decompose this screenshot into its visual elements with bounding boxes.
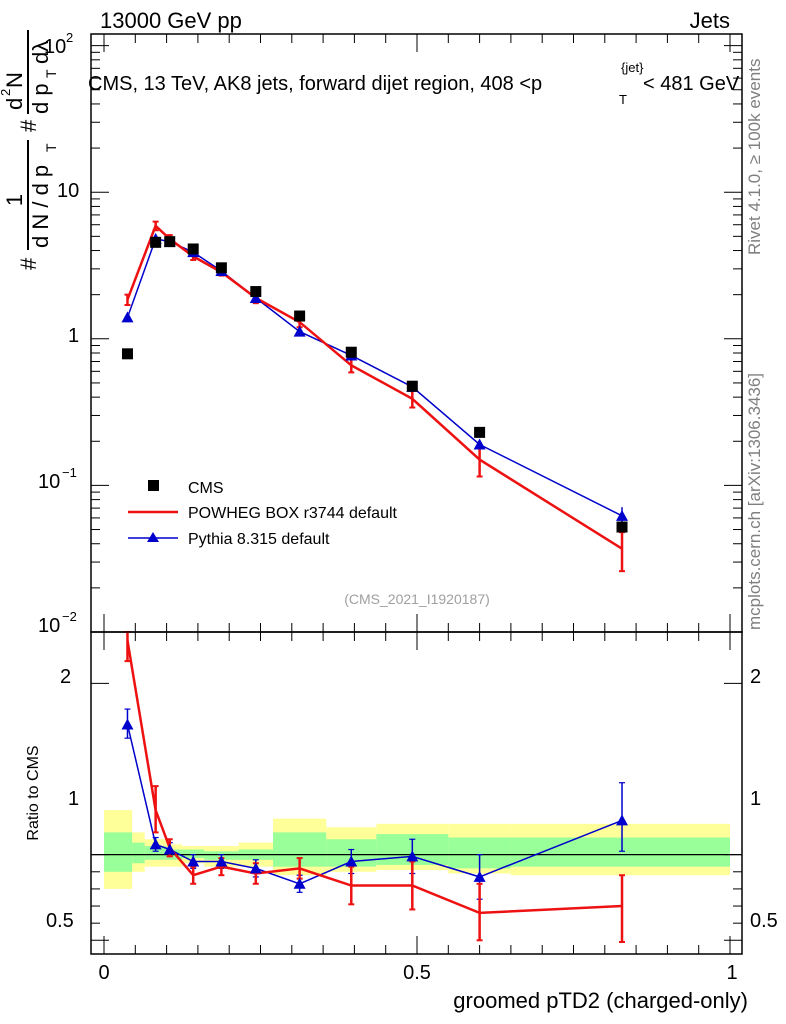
ytick-exp-1e2: 2	[66, 30, 73, 45]
ratio-pythia-point	[163, 843, 176, 855]
cms-point	[187, 243, 199, 255]
ylabel-d2n-n: N	[2, 72, 27, 88]
xtick-label-1: 1	[726, 962, 737, 984]
cms-point	[150, 236, 162, 248]
mcplots-label: mcplots.cern.ch [arXiv:1306.3436]	[745, 373, 764, 630]
main-ylabel: # 1 d N / d p T # d 2 N d p T dλ	[0, 30, 59, 270]
legend-pythia-marker	[147, 532, 159, 542]
main-ticks	[91, 34, 742, 633]
ytick-label-10: 10	[57, 180, 79, 202]
legend-cms-marker	[148, 480, 159, 491]
ratio-panel: 2 1 0.5 2 1 0.5 0 0.5 1 Ratio to CMS gro…	[25, 631, 778, 1013]
ylabel-hash-2: #	[16, 119, 41, 132]
ylabel-dp: d p	[28, 83, 53, 114]
cms-point	[345, 346, 357, 358]
ratio-pythia-point	[473, 870, 486, 882]
uncertainty-band-inner	[510, 837, 730, 867]
energy-label: 13000 GeV pp	[100, 8, 242, 33]
ratio-frame	[90, 631, 743, 955]
ratio-pythia-point	[293, 877, 306, 889]
title-sub: T	[619, 92, 627, 107]
ratio-pythia-point	[249, 862, 262, 874]
cms-point	[616, 521, 628, 533]
ratio-ytick-labels: 2 1 0.5 2 1 0.5	[46, 666, 778, 932]
ylabel-one: 1	[2, 194, 27, 206]
xtick-label-0: 0	[98, 962, 109, 984]
ytick-label-1e2: 10	[44, 36, 66, 58]
ylabel-t-1: T	[43, 143, 59, 152]
ratio-pythia-point	[406, 850, 419, 862]
main-marks	[121, 220, 629, 573]
ratio-ytick-1-right: 1	[750, 788, 761, 810]
analysis-watermark: (CMS_2021_I1920187)	[344, 591, 490, 607]
ylabel-dn: d N / d p	[28, 165, 53, 248]
ratio-ytick-2-left: 2	[60, 666, 71, 688]
cms-point	[406, 380, 418, 392]
main-ytick-labels: 10 −2 10 −1 1 10 10 2	[38, 30, 79, 637]
ylabel-d2n-two: 2	[0, 89, 13, 96]
ratio-ylabel: Ratio to CMS	[25, 745, 42, 840]
ytick-exp-1e-2: −2	[62, 609, 77, 624]
rivet-label: Rivet 4.1.0, ≥ 100k events	[745, 59, 764, 255]
ratio-pythia-point	[616, 814, 629, 826]
ratio-ytick-05-right: 0.5	[750, 910, 778, 932]
title-prefix: CMS, 13 TeV, AK8 jets, forward dijet reg…	[88, 73, 542, 95]
ratio-bands	[91, 810, 742, 889]
cms-point	[121, 348, 133, 360]
category-label: Jets	[690, 8, 730, 33]
pythia-point	[616, 509, 629, 521]
uncertainty-band-inner	[104, 832, 133, 872]
pythia-point	[293, 325, 306, 337]
ratio-ytick-1-left: 1	[68, 788, 79, 810]
ytick-exp-1e-1: −1	[62, 465, 77, 480]
cms-point	[164, 236, 176, 248]
xtick-label-05: 0.5	[403, 962, 431, 984]
legend: CMS POWHEG BOX r3744 default Pythia 8.31…	[128, 480, 398, 548]
main-panel: 10 −2 10 −1 1 10 10 2 (CMS_2021_I1920187…	[38, 30, 743, 637]
ylabel-hash-1: #	[16, 257, 41, 270]
ratio-ytick-05-left: 0.5	[46, 910, 74, 932]
cms-point	[474, 426, 486, 438]
legend-pythia-label: Pythia 8.315 default	[188, 531, 330, 548]
cms-point	[215, 262, 227, 274]
uncertainty-band-inner	[132, 842, 145, 864]
xlabel: groomed pTD2 (charged-only)	[453, 988, 748, 1013]
pythia-point	[249, 291, 262, 303]
legend-cms-label: CMS	[188, 480, 224, 497]
ratio-marks	[121, 631, 629, 944]
ylabel-dl: dλ	[28, 41, 53, 64]
ylabel-t-2: T	[43, 69, 59, 78]
ratio-xtick-labels: 0 0.5 1	[98, 962, 737, 984]
pythia-point	[121, 311, 134, 323]
uncertainty-band-inner	[182, 849, 205, 859]
ratio-pythia-point	[121, 718, 134, 730]
legend-powheg-label: POWHEG BOX r3744 default	[188, 505, 398, 522]
cms-point	[294, 310, 306, 322]
ratio-pythia-point	[187, 855, 200, 867]
powheg-line	[126, 223, 623, 550]
ylabel-d2n-d: d	[2, 98, 27, 110]
ratio-pythia-point	[215, 855, 228, 867]
ratio-ticks	[91, 632, 742, 954]
cms-point	[250, 286, 262, 298]
title-suffix: < 481 GeV	[643, 73, 740, 95]
main-title: CMS, 13 TeV, AK8 jets, forward dijet reg…	[88, 60, 740, 107]
uncertainty-band-inner	[144, 846, 167, 860]
ratio-pythia-point	[345, 855, 358, 867]
pythia-point	[473, 438, 486, 450]
ytick-label-1: 1	[68, 325, 79, 347]
title-sup: {jet}	[621, 60, 644, 75]
ratio-pythia-point	[149, 838, 162, 850]
ytick-label-1e-1: 10	[38, 471, 60, 493]
ratio-ytick-2-right: 2	[750, 666, 761, 688]
ytick-label-1e-2: 10	[38, 615, 60, 637]
